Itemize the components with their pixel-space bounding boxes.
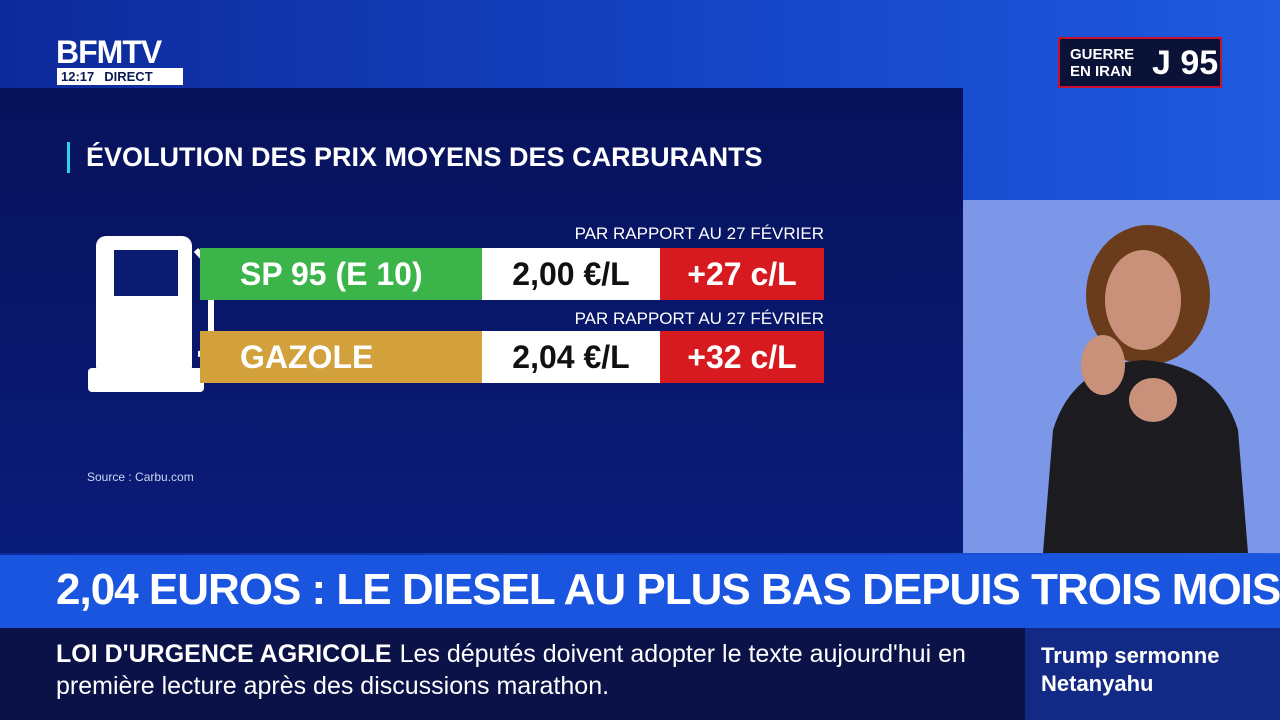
side-line: Netanyahu [1041, 671, 1154, 696]
ticker-label: LOI D'URGENCE AGRICOLE [56, 640, 392, 668]
fuel-row: GAZOLE 2,04 €/L +32 c/L [200, 331, 824, 383]
logo: BFMTV [56, 34, 162, 70]
graphic-title: ÉVOLUTION DES PRIX MOYENS DES CARBURANTS [67, 142, 763, 173]
headline: 2,04 EUROS : LE DIESEL AU PLUS BAS DEPUI… [0, 555, 1280, 628]
side-story: Trump sermonne Netanyahu [1025, 628, 1280, 720]
fuel-price: 2,00 €/L [482, 248, 660, 300]
badge-day: J 95 [1152, 44, 1219, 82]
row-note: PAR RAPPORT AU 27 FÉVRIER [574, 309, 824, 328]
side-line: Trump sermonne [1041, 643, 1220, 668]
source: Source : Carbu.com [87, 470, 194, 484]
badge-line: GUERRE [1070, 46, 1135, 63]
interpreter-figure [1043, 225, 1248, 553]
fuel-change: +32 c/L [660, 331, 824, 383]
badge-line: EN IRAN [1070, 63, 1132, 80]
time: 12:17 [61, 69, 95, 84]
row-note: PAR RAPPORT AU 27 FÉVRIER [574, 224, 824, 243]
clock: 12:17 DIRECT [57, 68, 183, 85]
fuel-change: +27 c/L [660, 248, 824, 300]
ticker-text: Les députés doivent adopter le texte auj… [56, 640, 966, 700]
badge: GUERRE EN IRAN J 95 [1058, 37, 1222, 88]
sign-interpreter [963, 200, 1280, 553]
fuel-name: GAZOLE [200, 331, 482, 383]
ticker: LOI D'URGENCE AGRICOLE Les députés doiven… [0, 628, 1025, 720]
fuel-name: SP 95 (E 10) [200, 248, 482, 300]
live: DIRECT [104, 69, 153, 84]
fuel-row: SP 95 (E 10) 2,00 €/L +27 c/L [200, 248, 824, 300]
fuel-price: 2,04 €/L [482, 331, 660, 383]
